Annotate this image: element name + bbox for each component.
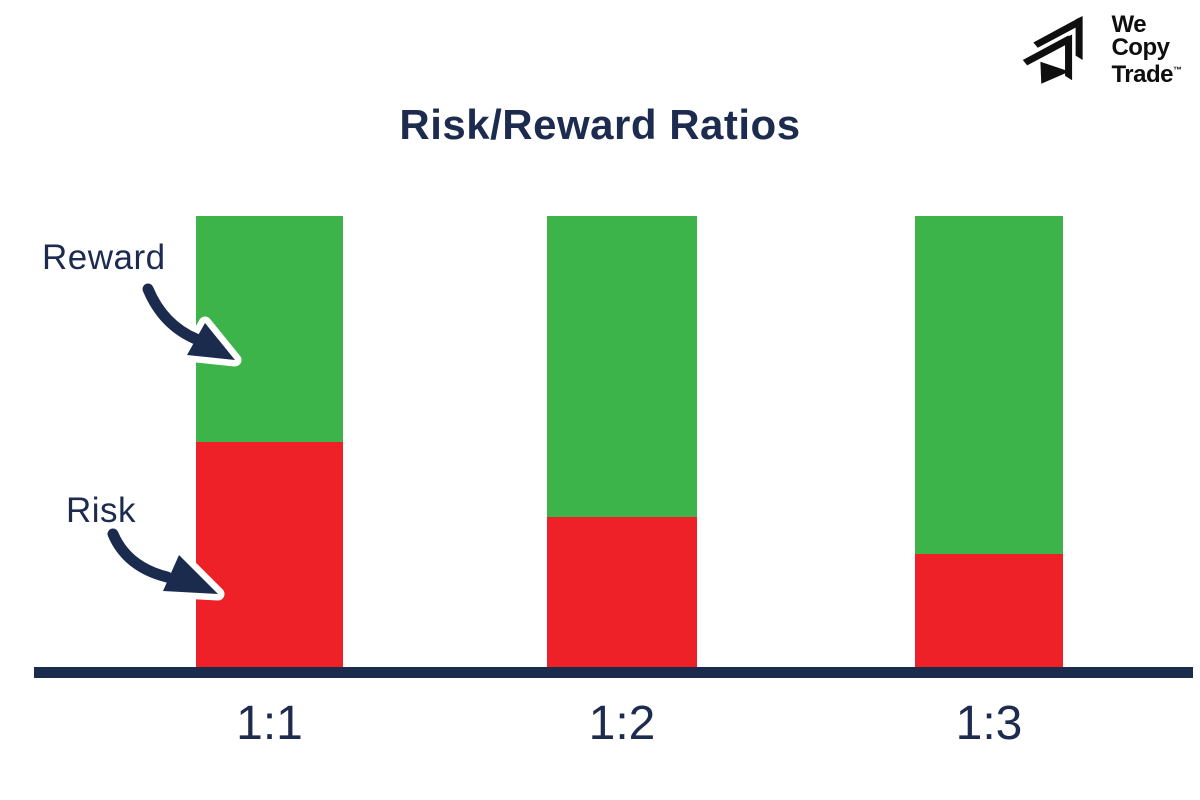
logo-line-trade: Trade™ xyxy=(1111,61,1182,88)
wecopytrade-logo-text: We Copy Trade™ xyxy=(1111,8,1182,88)
bar-1-2-reward-segment xyxy=(547,216,697,517)
logo-line-we: We xyxy=(1111,11,1147,38)
x-axis-line xyxy=(34,667,1193,678)
bar-1-3-reward-segment xyxy=(915,216,1063,555)
x-tick-label-1-2: 1:2 xyxy=(588,697,656,750)
chart-title: Risk/Reward Ratios xyxy=(399,101,801,148)
reward-annotation-label: Reward xyxy=(42,238,166,277)
bar-1-1-risk-segment xyxy=(196,441,343,667)
bar-1-1 xyxy=(196,216,343,667)
bar-1-2 xyxy=(547,216,697,667)
logo-line-copy: Copy xyxy=(1111,34,1170,61)
risk-arrow-icon xyxy=(103,524,225,601)
wecopytrade-logo: We Copy Trade™ xyxy=(1014,8,1182,98)
bar-1-3 xyxy=(915,216,1063,667)
bar-1-3-risk-segment xyxy=(915,554,1063,667)
bar-1-2-risk-segment xyxy=(547,516,697,667)
risk-annotation-label: Risk xyxy=(66,491,137,530)
reward-arrow-icon xyxy=(138,279,242,367)
x-tick-label-1-1: 1:1 xyxy=(236,697,303,750)
x-tick-label-1-3: 1:3 xyxy=(955,697,1023,750)
trademark-symbol: ™ xyxy=(1173,65,1182,75)
wecopytrade-logo-icon xyxy=(1023,16,1084,84)
bar-1-1-reward-segment xyxy=(196,216,343,442)
